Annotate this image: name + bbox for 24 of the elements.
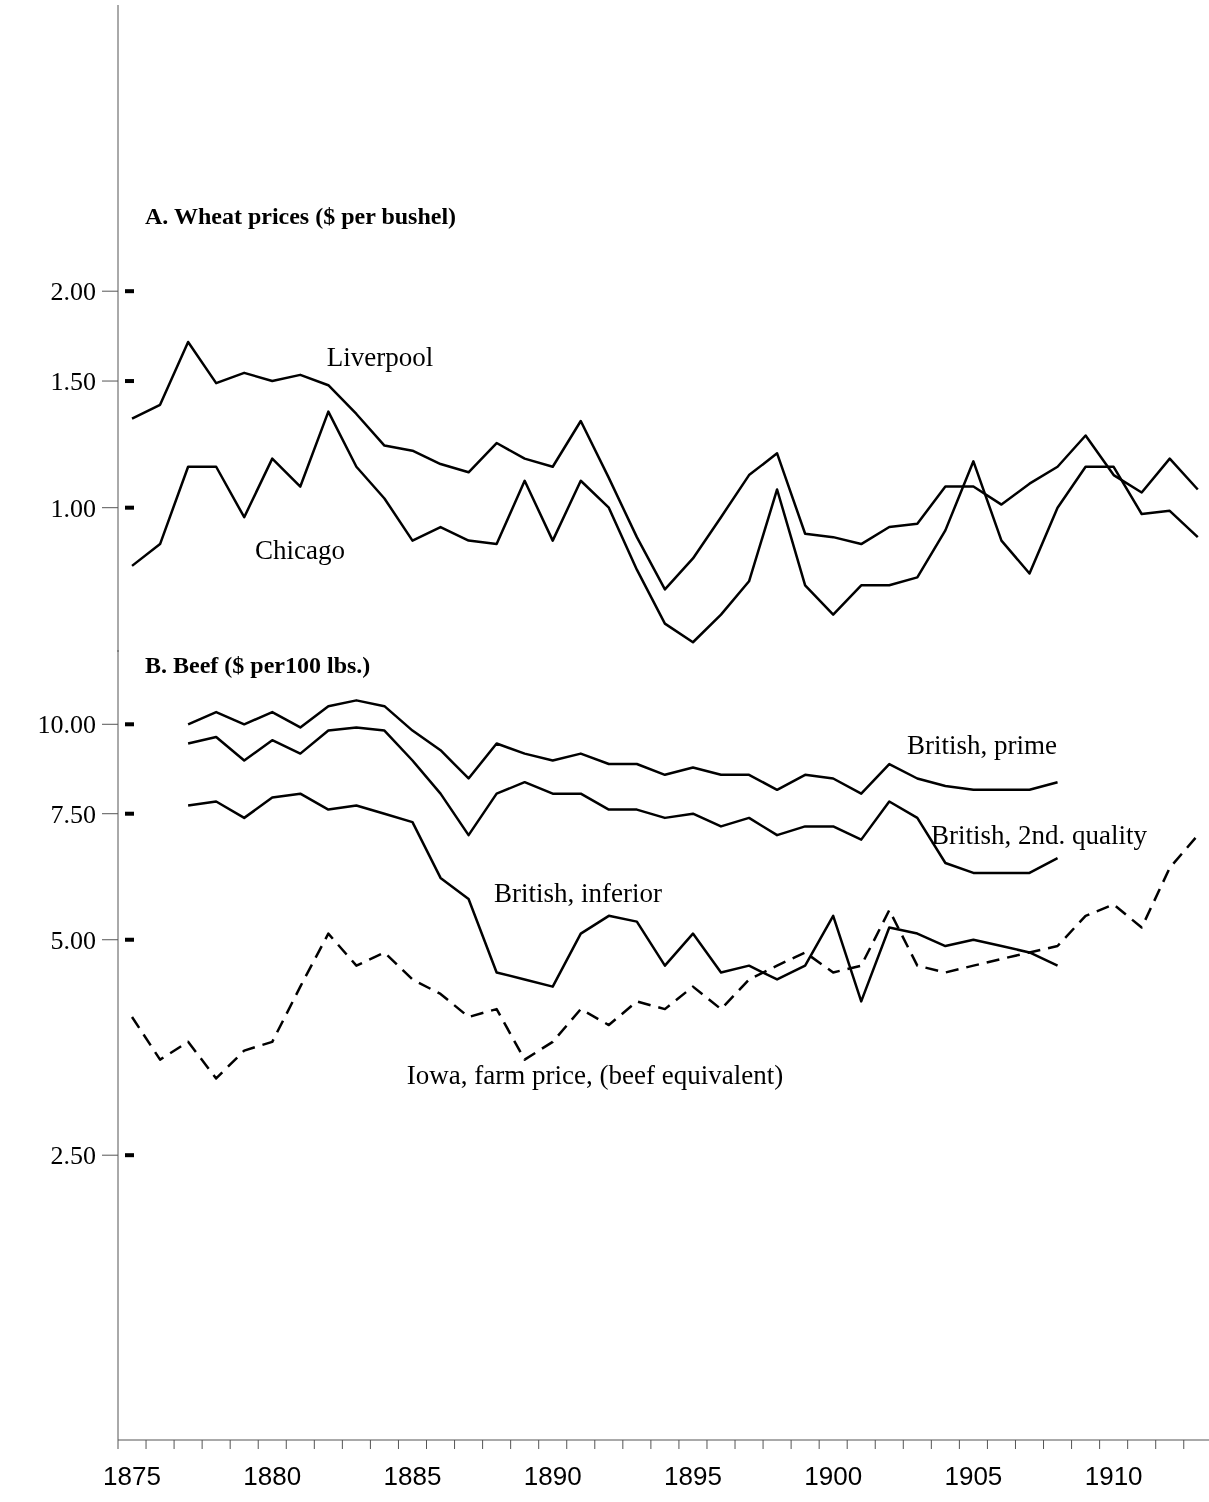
y-tick-label: 7.50 <box>50 799 96 829</box>
series-label: British, inferior <box>494 878 662 908</box>
x-tick-label: 1875 <box>103 1461 161 1491</box>
x-tick-label: 1885 <box>383 1461 442 1491</box>
y-tick-label: 2.00 <box>50 277 96 307</box>
series-label: Liverpool <box>326 342 434 372</box>
series-label: Chicago <box>255 535 345 565</box>
chart-title: B. Beef ($ per100 lbs.) <box>145 652 371 678</box>
series-label: Iowa, farm price, (beef equivalent) <box>406 1060 784 1090</box>
line-series <box>186 699 1059 795</box>
y-tick-label: 1.50 <box>50 367 96 397</box>
x-tick-label: 1910 <box>1084 1461 1143 1491</box>
y-tick-label: 5.00 <box>50 925 96 955</box>
x-tick-label: 1890 <box>523 1461 582 1491</box>
series-label: British, 2nd. quality <box>931 820 1148 850</box>
x-tick-label: 1900 <box>804 1461 863 1491</box>
series-label: British, prime <box>907 730 1058 760</box>
x-tick-label: 1905 <box>944 1461 1003 1491</box>
y-tick-label: 10.00 <box>37 710 96 740</box>
y-tick-label: 2.50 <box>50 1141 96 1171</box>
text: A. Wheat prices ($ per bushel) <box>145 203 457 229</box>
x-tick-label: 1880 <box>243 1461 302 1491</box>
y-tick-label: 1.00 <box>50 493 96 523</box>
x-tick-label: 1895 <box>664 1461 722 1491</box>
